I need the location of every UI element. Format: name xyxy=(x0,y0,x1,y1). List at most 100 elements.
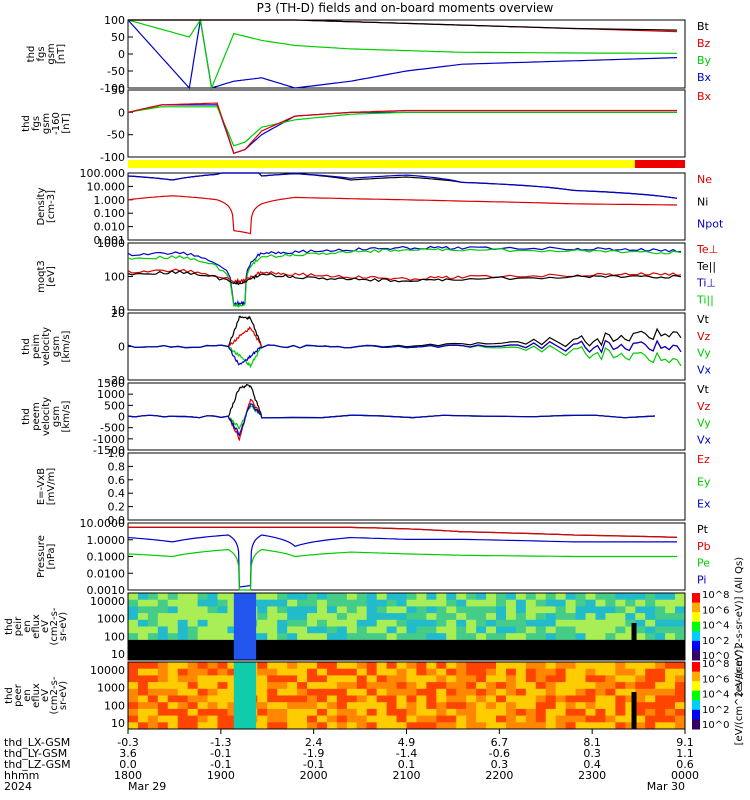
spectrogram-cell xyxy=(525,593,537,601)
spectrogram-cell xyxy=(625,619,636,627)
spectrogram-cell xyxy=(645,653,656,661)
spectrogram-cell xyxy=(346,606,358,614)
spectrogram-cell xyxy=(525,668,537,676)
spectrogram-cell xyxy=(595,613,606,621)
spectrogram-cell xyxy=(128,662,139,670)
colorbar-segment xyxy=(692,662,700,673)
spectrogram-cell xyxy=(147,682,159,690)
spectrogram-cell xyxy=(605,715,616,723)
spectrogram-cell xyxy=(625,722,636,730)
spectrogram-cell xyxy=(436,593,447,601)
spectrogram-cell xyxy=(675,722,686,730)
spectrogram-cell xyxy=(336,639,348,648)
spectrogram-cell xyxy=(585,606,596,614)
spectrogram-cell xyxy=(575,708,587,717)
spectrogram-cell xyxy=(535,715,547,723)
spectrogram-cell xyxy=(287,715,298,723)
spectrogram-cell xyxy=(565,668,577,676)
y-axis-label: thd xyxy=(21,338,32,355)
footer-value: 2.4 xyxy=(305,736,323,749)
spectrogram-cell xyxy=(505,653,517,661)
series-line-Bt xyxy=(128,19,678,31)
spectrogram-cell xyxy=(167,722,179,730)
spectrogram-cell xyxy=(157,633,169,641)
spectrogram-cell xyxy=(217,619,228,627)
colorbar-tick: 10^6 xyxy=(702,674,729,685)
spectrogram-cell xyxy=(615,662,626,670)
spectrogram-cell xyxy=(217,639,228,648)
spectrogram-cell xyxy=(635,682,646,690)
spectrogram-cell xyxy=(625,633,636,641)
spectrogram-cell xyxy=(505,626,517,634)
spectrogram-cell xyxy=(486,702,497,710)
spectrogram-cell xyxy=(257,695,268,703)
spectrogram-cell xyxy=(287,682,298,690)
spectrogram-cell xyxy=(207,613,219,621)
spectrogram-cell xyxy=(555,646,567,654)
spectrogram-cell xyxy=(128,675,139,683)
spectrogram-cell xyxy=(496,633,507,641)
spectrogram-cell xyxy=(326,646,338,654)
spectrogram-cell xyxy=(346,639,358,648)
spectrogram-cell xyxy=(277,646,288,654)
spectrogram-cell xyxy=(297,708,308,717)
footer-value: -0.3 xyxy=(117,736,138,749)
spectrogram-cell xyxy=(675,646,686,654)
legend-entry: Bt xyxy=(697,20,710,33)
spectrogram-cell xyxy=(436,715,447,723)
spectrogram-cell xyxy=(486,619,497,627)
y-tick-label: 1000 xyxy=(97,388,125,401)
spectrogram-cell xyxy=(147,646,159,654)
footer-value: -0.1 xyxy=(210,758,231,771)
spectrogram-cell xyxy=(555,606,567,614)
spectrogram-cell xyxy=(316,682,328,690)
spectrogram-cell xyxy=(157,708,169,717)
spectrogram-cell xyxy=(635,715,646,723)
spectrogram-cell xyxy=(366,646,378,654)
spectrogram-cell xyxy=(207,662,219,670)
spectrogram-cell xyxy=(426,662,437,670)
spectrogram-cell xyxy=(376,688,388,696)
spectrogram-cell xyxy=(426,702,437,710)
y-tick-label: 10.000 xyxy=(87,180,126,193)
colorbar-segment xyxy=(692,671,700,682)
spectrogram-cell xyxy=(675,619,686,627)
spectrogram-cell xyxy=(545,626,557,634)
spectrogram-cell xyxy=(416,688,427,696)
spectrogram-cell xyxy=(137,599,149,607)
spectrogram-cell xyxy=(177,619,189,627)
spectrogram-cell xyxy=(167,613,179,621)
legend-entry: Te|| xyxy=(696,260,716,273)
spectrogram-cell xyxy=(625,688,636,696)
footer-value: -0.1 xyxy=(210,747,231,760)
spectrogram-cell xyxy=(316,702,328,710)
spectrogram-cell xyxy=(446,599,457,607)
panel-frame xyxy=(127,172,686,241)
spectrogram-cell xyxy=(675,682,686,690)
spectrogram-cell xyxy=(675,708,686,717)
y-tick-label: 0.0 xyxy=(108,514,126,527)
y-axis-label: en xyxy=(22,620,33,633)
spectrogram-cell xyxy=(436,688,447,696)
spectrogram-cell xyxy=(555,682,567,690)
y-tick-label: 1000 xyxy=(97,613,125,626)
y-tick-label: 1000 xyxy=(97,682,125,695)
y-tick-label: 20 xyxy=(111,307,125,320)
spectrogram-cell xyxy=(128,682,139,690)
spectrogram-cell xyxy=(346,626,358,634)
spectrogram-cell xyxy=(257,715,268,723)
spectrogram-cell xyxy=(177,708,189,717)
spectrogram-cell xyxy=(436,675,447,683)
spectrogram-cell xyxy=(456,688,467,696)
spectrogram-cell xyxy=(476,715,487,723)
spectrogram-cell xyxy=(217,675,228,683)
panel-frame xyxy=(127,382,686,451)
panel-frame xyxy=(127,452,686,521)
spectrogram-cell xyxy=(177,633,189,641)
spectrogram-cell xyxy=(595,646,606,654)
spectrogram-cell xyxy=(446,626,457,634)
spectrogram-cell xyxy=(356,646,368,654)
spectrogram-cell xyxy=(635,702,646,710)
y-axis-label: thd xyxy=(26,46,37,63)
spectrogram-cell xyxy=(605,668,616,676)
